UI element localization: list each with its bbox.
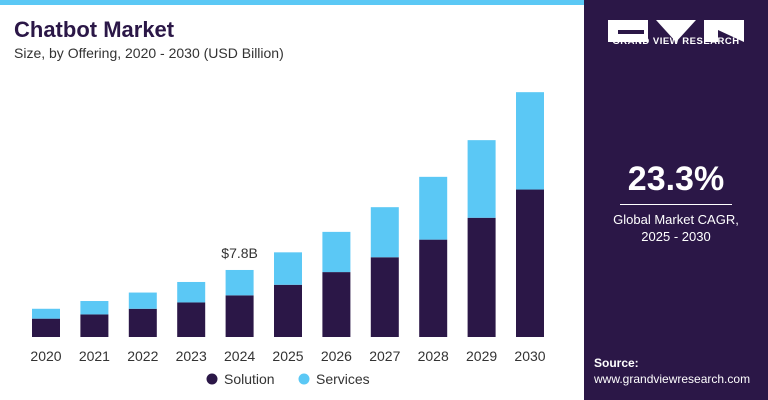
bar-services-2026 <box>322 231 351 273</box>
cagr-value: 23.3% <box>627 160 725 198</box>
bar-services-2029 <box>467 140 496 218</box>
top-accent-bar <box>0 0 584 5</box>
bar-chart: 2020 2021 2022 2023 2024 $7.8B 2025 2026 2027 202… <box>30 92 546 387</box>
bar-solution-2030 <box>516 189 544 337</box>
bar-services-2025 <box>274 252 302 285</box>
x-tick-label: 2028 <box>418 348 449 364</box>
bar-solution-2027 <box>370 257 399 337</box>
legend-marker-services <box>298 373 310 385</box>
bar-solution-2023 <box>177 302 206 337</box>
x-tick-label: 2026 <box>321 348 352 364</box>
bar-solution-2029 <box>467 217 496 337</box>
bar-services-2022 <box>128 292 157 309</box>
bar-solution-2024 <box>225 295 254 337</box>
bar-solution-2025 <box>274 284 302 337</box>
source-url: www.grandviewresearch.com <box>594 372 751 386</box>
chart-panel: Chatbot Market Size, by Offering, 2020 -… <box>0 5 584 400</box>
bar-services-2021 <box>80 301 109 315</box>
bar-services-2020 <box>32 308 60 319</box>
brand-logo <box>606 16 746 66</box>
x-tick-label: 2024 <box>224 348 255 364</box>
brand-name: GRAND VIEW RESEARCH <box>612 36 740 47</box>
cagr-years: 2025 - 2030 <box>641 229 711 244</box>
bar-services-2024 <box>225 269 254 296</box>
x-tick-label: 2022 <box>127 348 158 364</box>
logo-block-r <box>704 20 744 42</box>
bar-solution-2022 <box>128 308 157 337</box>
bar-services-2023 <box>177 281 206 303</box>
bar-solution-2026 <box>322 272 351 337</box>
bar-services-2030 <box>516 92 544 190</box>
source-label: Source: <box>594 356 639 370</box>
cagr-divider <box>620 204 732 205</box>
bar-solution-2020 <box>32 318 60 337</box>
x-tick-label: 2027 <box>369 348 400 364</box>
x-tick-label: 2020 <box>30 348 61 364</box>
chart-title: Chatbot Market <box>14 17 175 42</box>
bar-solution-2021 <box>80 314 109 337</box>
logo-block-v <box>656 20 696 42</box>
chart-subtitle: Size, by Offering, 2020 - 2030 (USD Bill… <box>14 45 284 61</box>
x-tick-label: 2025 <box>272 348 303 364</box>
x-tick-label: 2030 <box>514 348 545 364</box>
x-tick-label: 2023 <box>176 348 207 364</box>
side-panel: GRAND VIEW RESEARCH 23.3% Global Market … <box>584 0 768 400</box>
legend-label-solution: Solution <box>224 371 275 387</box>
x-tick-label: 2021 <box>79 348 110 364</box>
cagr-label: Global Market CAGR, <box>613 212 739 227</box>
x-tick-label: 2029 <box>466 348 497 364</box>
legend-marker-solution <box>206 373 218 385</box>
bar-solution-2028 <box>419 239 448 337</box>
bar-services-2027 <box>370 207 399 258</box>
legend-label-services: Services <box>316 371 370 387</box>
bar-services-2028 <box>419 176 448 240</box>
data-label: $7.8B <box>221 245 258 261</box>
